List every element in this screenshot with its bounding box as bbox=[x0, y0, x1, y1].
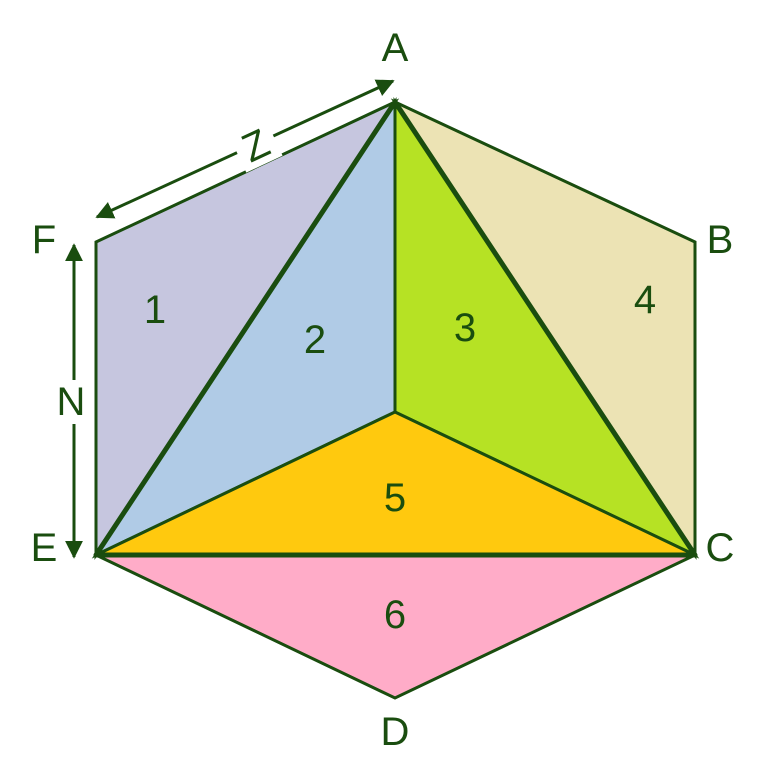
triangle-ace-outline bbox=[93, 99, 698, 558]
vertex-label-d: D bbox=[381, 710, 410, 754]
vertex-label-e: E bbox=[31, 526, 58, 570]
vertex-label-a: A bbox=[382, 26, 409, 70]
region-label-2: 2 bbox=[304, 318, 326, 362]
vertex-label-c: C bbox=[706, 526, 735, 570]
vertex-label-f: F bbox=[32, 218, 56, 262]
hexagon-outline bbox=[94, 100, 697, 700]
region-label-6: 6 bbox=[384, 593, 406, 637]
left-edge-label: N bbox=[57, 380, 86, 424]
region-label-1: 1 bbox=[144, 288, 166, 332]
region-label-5: 5 bbox=[384, 476, 406, 520]
top-edge-label-bg bbox=[229, 119, 283, 173]
region-label-4: 4 bbox=[634, 278, 656, 322]
region-label-3: 3 bbox=[454, 306, 476, 350]
vertex-label-b: B bbox=[707, 218, 734, 262]
left-edge-label-bg bbox=[52, 380, 94, 424]
